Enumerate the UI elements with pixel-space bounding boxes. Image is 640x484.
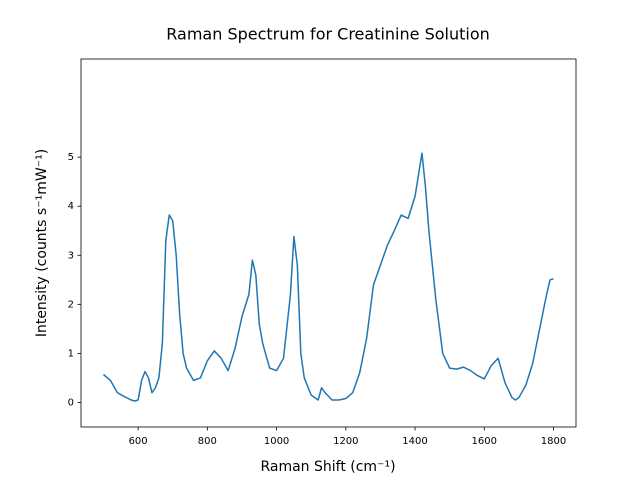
x-tick-label: 1000 <box>264 436 289 447</box>
y-axis-label: Intensity (counts s⁻¹mW⁻¹) <box>34 149 50 337</box>
y-tick-label: 1 <box>68 348 74 359</box>
x-tick-label: 1600 <box>472 436 497 447</box>
x-tick-label: 600 <box>129 436 148 447</box>
y-tick-label: 5 <box>68 152 74 163</box>
x-tick-label: 1400 <box>402 436 427 447</box>
x-tick-label: 1200 <box>333 436 358 447</box>
chart-title: Raman Spectrum for Creatinine Solution <box>166 25 490 44</box>
x-axis-label: Raman Shift (cm⁻¹) <box>260 459 395 475</box>
y-tick-label: 4 <box>68 201 74 212</box>
y-tick-label: 0 <box>68 397 74 408</box>
data-line <box>103 152 554 402</box>
axes-frame <box>80 58 577 428</box>
y-tick-label: 3 <box>68 250 74 261</box>
x-tick-label: 1800 <box>541 436 566 447</box>
y-tick-label: 2 <box>68 299 74 310</box>
x-tick-label: 800 <box>198 436 217 447</box>
